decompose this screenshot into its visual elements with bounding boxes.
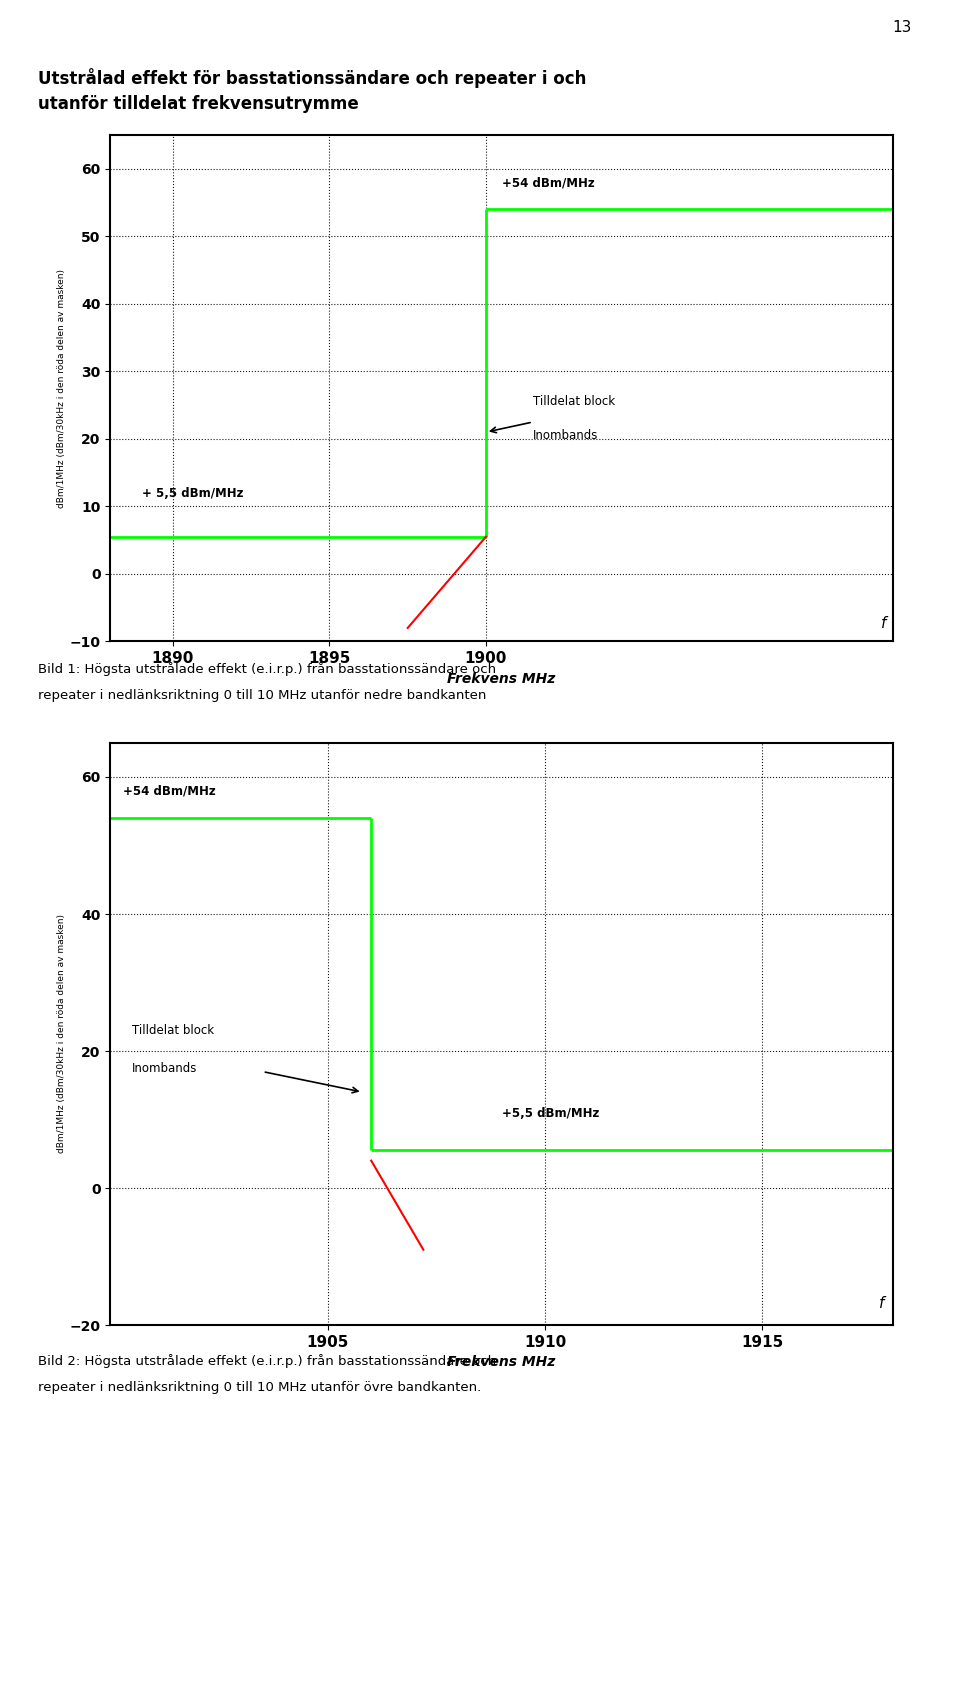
Text: Utstrålad effekt för basstationssändare och repeater i och: Utstrålad effekt för basstationssändare … [38, 68, 587, 88]
X-axis label: Frekvens MHz: Frekvens MHz [447, 672, 556, 685]
Text: +54 dBm/MHz: +54 dBm/MHz [124, 785, 216, 797]
Text: +54 dBm/MHz: +54 dBm/MHz [501, 176, 594, 189]
Text: f: f [878, 1296, 884, 1312]
Y-axis label: dBm/1MHz (dBm/30kHz i den röda delen av masken): dBm/1MHz (dBm/30kHz i den röda delen av … [57, 268, 65, 508]
Text: repeater i nedlänksriktning 0 till 10 MHz utanför övre bandkanten.: repeater i nedlänksriktning 0 till 10 MH… [38, 1381, 482, 1394]
Text: + 5,5 dBm/MHz: + 5,5 dBm/MHz [142, 486, 243, 500]
Text: Tilldelat block: Tilldelat block [533, 395, 615, 408]
Text: Bild 1: Högsta utstrålade effekt (e.i.r.p.) från basstationssändare och: Bild 1: Högsta utstrålade effekt (e.i.r.… [38, 662, 496, 675]
Y-axis label: dBm/1MHz (dBm/30kHz i den röda delen av masken): dBm/1MHz (dBm/30kHz i den röda delen av … [57, 915, 65, 1153]
Text: utanför tilldelat frekvensutrymme: utanför tilldelat frekvensutrymme [38, 95, 359, 113]
Text: Bild 2: Högsta utstrålade effekt (e.i.r.p.) från basstationssändare och: Bild 2: Högsta utstrålade effekt (e.i.r.… [38, 1354, 496, 1367]
Text: Tilldelat block: Tilldelat block [132, 1025, 214, 1038]
Text: 13: 13 [893, 20, 912, 35]
Text: repeater i nedlänksriktning 0 till 10 MHz utanför nedre bandkanten: repeater i nedlänksriktning 0 till 10 MH… [38, 689, 487, 702]
Text: f: f [881, 616, 886, 631]
Text: +5,5 dBm/MHz: +5,5 dBm/MHz [501, 1107, 599, 1119]
Text: Inombands: Inombands [132, 1062, 198, 1075]
Text: Inombands: Inombands [533, 429, 598, 442]
X-axis label: Frekvens MHz: Frekvens MHz [447, 1355, 556, 1369]
